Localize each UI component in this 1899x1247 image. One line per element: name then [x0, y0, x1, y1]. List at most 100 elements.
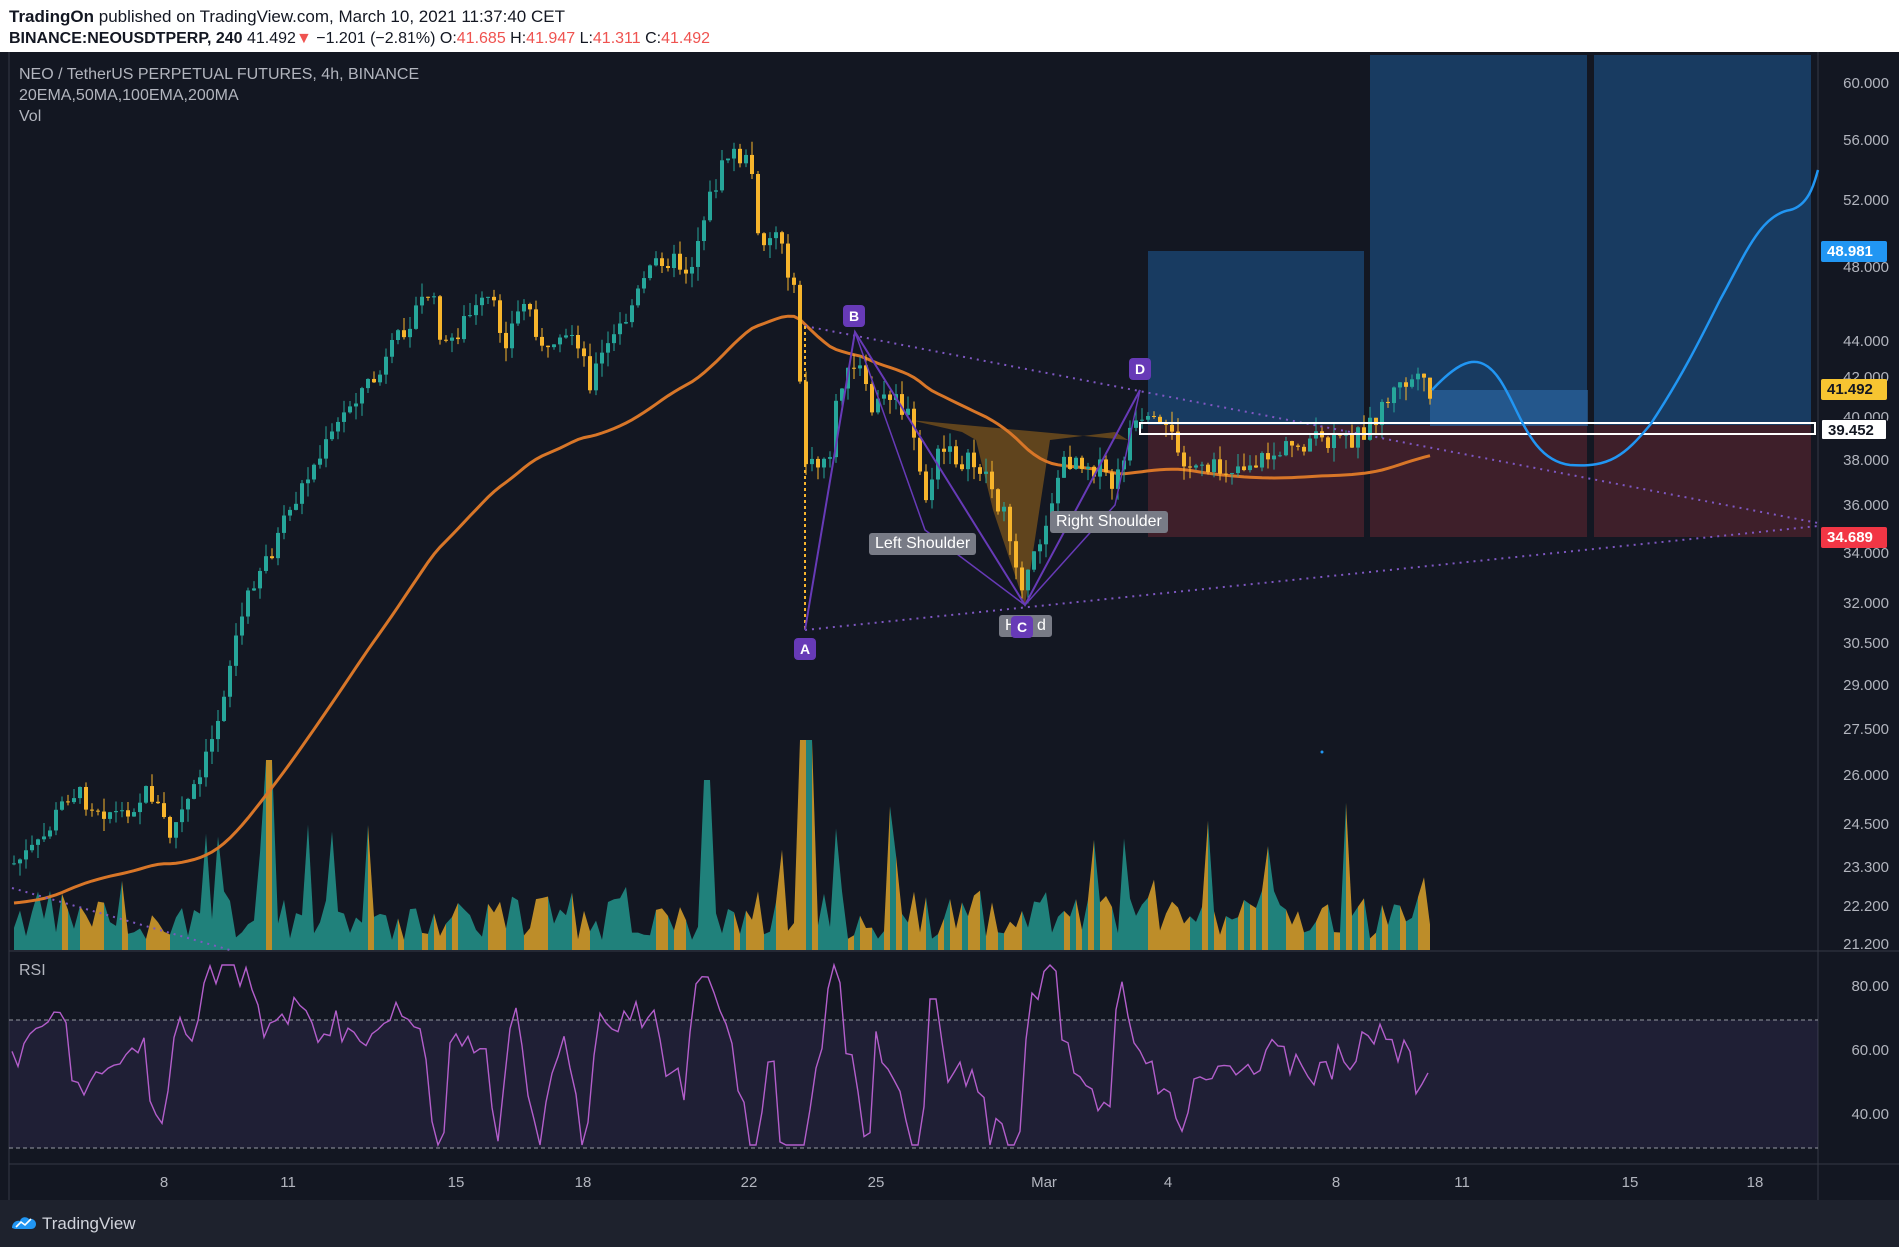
- volume-area: [422, 932, 428, 950]
- candle-body: [120, 810, 124, 812]
- candle-body: [1068, 456, 1072, 469]
- volume-area: [902, 913, 908, 950]
- volume-area: [1160, 913, 1166, 950]
- candle-body: [630, 305, 634, 323]
- candle-body: [636, 288, 640, 306]
- candle-body: [276, 532, 280, 559]
- publish-header: TradingOn published on TradingView.com, …: [0, 0, 1899, 52]
- volume-area: [1352, 906, 1358, 950]
- candle-body: [588, 356, 592, 391]
- candle-body: [408, 328, 412, 338]
- long-stop-zone-2: [1370, 425, 1587, 537]
- candle-body: [1128, 427, 1132, 461]
- volume-label[interactable]: Vol: [19, 108, 42, 125]
- volume-area: [914, 891, 920, 950]
- volume-area: [1274, 891, 1280, 950]
- candle-body: [1116, 469, 1120, 489]
- volume-area: [908, 891, 914, 950]
- volume-area: [458, 903, 464, 950]
- candle-body: [1398, 382, 1402, 388]
- neckline-price-tag[interactable]: 39.452: [1821, 419, 1887, 440]
- candle-body: [1200, 464, 1204, 466]
- tradingview-logo-icon[interactable]: [10, 1214, 38, 1232]
- candle-body: [420, 296, 424, 306]
- candle-body: [1278, 455, 1282, 457]
- right-shoulder-label[interactable]: Right Shoulder: [1050, 511, 1168, 533]
- point-c-label[interactable]: C: [1011, 616, 1033, 638]
- candle-body: [948, 446, 952, 452]
- volume-area: [926, 897, 932, 950]
- rsi-label[interactable]: RSI: [19, 962, 46, 979]
- target-price-tag[interactable]: 48.981: [1821, 241, 1887, 262]
- time-label: Mar: [1031, 1174, 1057, 1191]
- candle-body: [414, 305, 418, 329]
- candle-body: [234, 635, 238, 666]
- price-chart[interactable]: [0, 52, 1899, 1200]
- candle-body: [924, 471, 928, 501]
- volume-area: [170, 917, 176, 950]
- candle-body: [1392, 387, 1396, 404]
- volume-area: [608, 899, 614, 950]
- price-label: 30.500: [1843, 635, 1889, 652]
- indicator-list[interactable]: 20EMA,50MA,100EMA,200MA: [19, 87, 239, 104]
- volume-area: [1016, 910, 1022, 950]
- volume-area: [950, 898, 956, 950]
- stop-price-tag[interactable]: 34.689: [1821, 527, 1887, 548]
- volume-area: [1220, 916, 1226, 950]
- candle-body: [960, 464, 964, 470]
- point-a-label[interactable]: A: [794, 638, 816, 660]
- candle-body: [336, 421, 340, 432]
- candle-body: [1218, 459, 1222, 474]
- volume-area: [842, 891, 848, 950]
- volume-area: [188, 909, 194, 950]
- candle-body: [468, 315, 472, 317]
- left-shoulder-label[interactable]: Left Shoulder: [869, 533, 977, 555]
- candle-body: [762, 233, 766, 246]
- price-label: 44.000: [1843, 333, 1889, 350]
- volume-area: [212, 836, 218, 950]
- author-name[interactable]: TradingOn: [9, 7, 94, 26]
- volume-area: [650, 909, 656, 950]
- volume-area: [290, 913, 296, 950]
- volume-area: [434, 913, 440, 950]
- point-b-label[interactable]: B: [843, 305, 865, 327]
- current-price-tag[interactable]: 41.492: [1821, 379, 1887, 400]
- volume-area: [356, 917, 362, 950]
- symbol-name[interactable]: BINANCE:NEOUSDTPERP, 240: [9, 30, 243, 47]
- volume-area: [1082, 899, 1088, 950]
- rsi-line: [11, 962, 1429, 1148]
- candle-body: [24, 850, 28, 860]
- volume-area: [332, 831, 338, 950]
- high-label: H:: [510, 30, 527, 47]
- price-label: 36.000: [1843, 497, 1889, 514]
- volume-area: [14, 910, 20, 950]
- candle-body: [828, 457, 832, 459]
- candle-body: [1284, 441, 1288, 456]
- long-target-zone-2: [1370, 55, 1587, 425]
- footer-brand[interactable]: TradingView: [42, 1214, 136, 1233]
- volume-area: [302, 824, 308, 950]
- point-d-label[interactable]: D: [1129, 358, 1151, 380]
- candle-body: [660, 258, 664, 266]
- candle-body: [522, 303, 526, 312]
- abcd-pattern: [804, 329, 1141, 631]
- chart-title[interactable]: NEO / TetherUS PERPETUAL FUTURES, 4h, BI…: [19, 66, 420, 83]
- long-stop-zone-3: [1594, 425, 1811, 537]
- old-trendline: [11, 887, 231, 951]
- candle-body: [822, 458, 826, 468]
- candle-body: [30, 844, 34, 851]
- candle-body: [186, 798, 190, 810]
- candle-body: [342, 412, 346, 422]
- candle-body: [48, 830, 52, 837]
- candle-body: [708, 191, 712, 221]
- volume-area: [452, 903, 458, 950]
- candle-body: [252, 588, 256, 591]
- price-label: 23.300: [1843, 859, 1889, 876]
- rsi-band: [9, 1020, 1818, 1148]
- volume-area: [878, 931, 884, 950]
- volume-area: [1292, 911, 1298, 950]
- candle-body: [498, 300, 502, 333]
- candle-body: [270, 556, 274, 559]
- volume-area: [1070, 898, 1076, 950]
- volume-area: [344, 913, 350, 950]
